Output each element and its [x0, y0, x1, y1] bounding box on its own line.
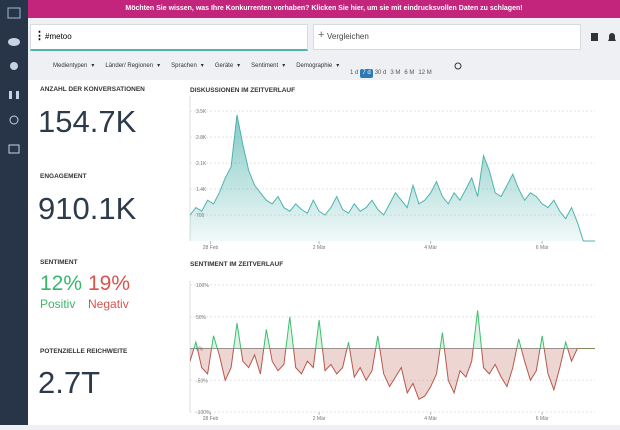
icon-location[interactable]	[9, 115, 19, 125]
negative-value: 19%	[88, 272, 131, 295]
x-tick-label: 2 Mär	[313, 245, 326, 251]
chart-title: SENTIMENT IM ZEITVERLAUF	[190, 261, 283, 268]
period-button[interactable]: 1 d	[350, 70, 359, 76]
icon-dashboard[interactable]	[7, 7, 21, 19]
caret: ▾	[282, 63, 286, 69]
save-icon[interactable]	[591, 33, 598, 41]
kpi-value: 910.1K	[38, 191, 137, 226]
negative-line	[190, 348, 595, 401]
menu-dots[interactable]: ⋮	[34, 30, 45, 42]
kpi-value: 2.7T	[38, 365, 101, 400]
x-tick-label: 4 Mär	[424, 245, 437, 251]
x-tick-label: 6 Mär	[536, 245, 549, 251]
bell-icon[interactable]	[608, 33, 616, 41]
icon-people[interactable]	[9, 91, 12, 99]
caret: ▾	[157, 63, 161, 69]
line	[189, 114, 595, 242]
icon-people-2	[16, 91, 19, 99]
compare-box[interactable]: + Vergleichen	[313, 24, 581, 50]
caret: ▾	[200, 63, 204, 69]
icon-report[interactable]	[8, 144, 20, 154]
period-button[interactable]: 6 M	[404, 70, 415, 76]
x-tick-label: 4 Mär	[424, 416, 437, 422]
y-tick-label: 100%	[196, 283, 209, 289]
filter-dropdown[interactable]: Sentiment	[251, 63, 279, 69]
positive-label: Positiv	[40, 297, 76, 311]
search-query: #metoo	[45, 32, 72, 41]
caret: ▾	[336, 63, 340, 69]
y-tick-label: -100%	[196, 410, 211, 416]
filter-dropdown[interactable]: Medientypen	[53, 63, 88, 69]
filter-dropdown[interactable]: Geräte	[214, 63, 234, 69]
compare-label: Vergleichen	[327, 32, 369, 41]
x-tick-label: 6 Mär	[536, 416, 549, 422]
x-tick-label: 28 Feb	[203, 416, 219, 422]
y-tick-label: -50%	[196, 378, 208, 384]
y-tick-label: 3.5K	[196, 109, 207, 115]
positive-area	[190, 310, 595, 349]
period-button[interactable]: 30 d	[374, 70, 387, 76]
filter-bar: Medientypen ▾ Länder/ Regionen ▾ Sprachen ▾ Ge…	[28, 56, 620, 76]
period-button[interactable]: 7 d	[360, 69, 373, 78]
y-tick-label: 2.8K	[196, 135, 207, 141]
y-tick-label: 2.1K	[196, 161, 207, 167]
y-tick-label: 50%	[196, 315, 207, 321]
y-tick-label: 1.4K	[196, 187, 207, 193]
refresh-icon[interactable]	[453, 61, 463, 71]
area	[190, 114, 595, 241]
kpi-label: POTENZIELLE REICHWEITE	[40, 348, 128, 355]
icon-person[interactable]	[10, 62, 18, 70]
kpi-label: ANZAHL DER KONVERSATIONEN	[40, 86, 145, 93]
kpi-value: 154.7K	[38, 104, 137, 139]
filter-dropdown[interactable]: Länder/ Regionen	[105, 63, 154, 69]
negative-label: Negativ	[88, 297, 129, 311]
kpi-label: SENTIMENT	[40, 259, 78, 266]
x-tick-label: 28 Feb	[203, 245, 219, 251]
plus-icon: +	[318, 29, 325, 41]
positive-value: 12%	[40, 272, 83, 295]
negative-area	[190, 348, 595, 400]
kpi-label: ENGAGEMENT	[40, 173, 87, 180]
sidebar	[0, 0, 28, 425]
period-button[interactable]: 12 M	[418, 70, 432, 76]
sidebar-icons	[7, 7, 21, 154]
caret: ▾	[237, 63, 241, 69]
chart-title: DISKUSSIONEN IM ZEITVERLAUF	[190, 87, 295, 94]
period-button[interactable]: 3 M	[390, 70, 401, 76]
search-box[interactable]: ⋮ #metoo	[30, 24, 308, 51]
caret: ▾	[91, 63, 95, 69]
promo-banner[interactable]: Möchten Sie wissen, was Ihre Konkurrente…	[28, 0, 620, 18]
x-tick-label: 2 Mär	[313, 416, 326, 422]
icon-cloud[interactable]	[8, 38, 20, 46]
toolbar-icons	[591, 33, 616, 41]
filter-dropdown[interactable]: Sprachen	[171, 63, 197, 69]
filter-dropdown[interactable]: Demographie	[296, 63, 333, 69]
y-tick-label: 0%	[196, 347, 204, 353]
